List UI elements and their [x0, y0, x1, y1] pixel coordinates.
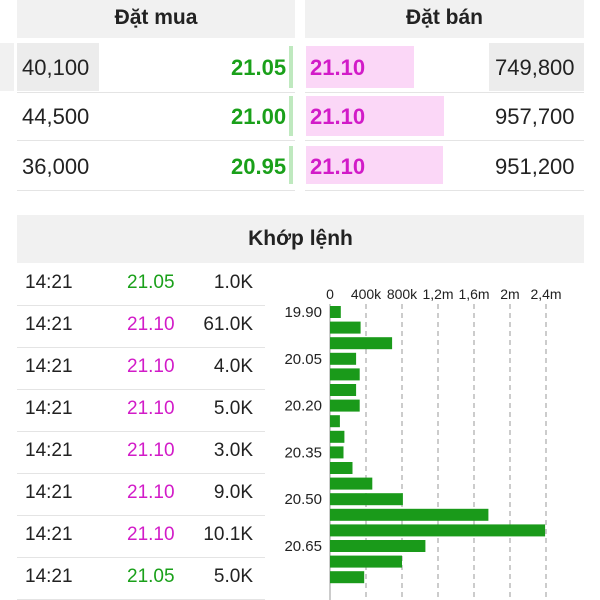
x-tick-label: 2m: [500, 286, 519, 302]
trade-time: 14:21: [25, 482, 73, 503]
trade-time: 14:21: [25, 272, 73, 293]
sell-qty-highlight: [489, 43, 584, 91]
sell-depth-bar: [306, 46, 414, 88]
volume-bar: [330, 540, 426, 552]
buy-qty: 36,000: [22, 154, 90, 179]
trade-price: 21.10: [127, 398, 175, 419]
trade-price: 21.10: [127, 356, 175, 377]
x-tick-label: 1,6m: [458, 286, 489, 302]
trade-volume: 5.0K: [213, 398, 253, 419]
volume-bar: [330, 493, 403, 506]
y-tick-label: 20.20: [284, 398, 322, 415]
sell-price: 21.10: [310, 154, 366, 179]
y-tick-label: 19.90: [284, 304, 322, 321]
buy-price: 20.95: [231, 154, 287, 179]
trade-row: 14:21 21.10 61.0K: [17, 305, 265, 348]
buy-qty-highlight: [17, 43, 99, 91]
sell-price: 21.10: [310, 55, 366, 80]
trade-time: 14:21: [25, 566, 73, 587]
x-tick-label: 1,2m: [422, 286, 453, 302]
trade-price: 21.10: [127, 482, 175, 503]
trade-volume: 1.0K: [213, 272, 253, 293]
volume-bar: [330, 524, 546, 537]
trade-row: 14:21 21.10 4.0K: [17, 347, 265, 390]
side-tab: [0, 43, 14, 91]
volume-bar: [330, 337, 393, 350]
trade-time: 14:21: [25, 524, 73, 545]
volume-bar: [330, 415, 340, 428]
match-title: Khớp lệnh: [248, 227, 353, 250]
trade-row: 14:21 21.05 1.0K: [17, 263, 265, 306]
sell-qty: 951,200: [495, 154, 575, 179]
sell-qty: 957,700: [495, 104, 575, 129]
volume-bar: [330, 555, 402, 568]
y-tick-label: 20.50: [284, 491, 322, 508]
x-tick-label: 0: [326, 286, 334, 302]
sell-qty: 749,800: [495, 55, 575, 80]
trade-row: 14:21 21.10 9.0K: [17, 473, 265, 516]
buy-qty: 44,500: [22, 104, 90, 129]
sell-header: Đặt bán: [305, 0, 584, 38]
trade-time: 14:21: [25, 356, 73, 377]
x-tick-label: 800k: [387, 286, 418, 302]
y-tick-label: 20.65: [284, 538, 322, 555]
volume-bar: [330, 430, 345, 443]
volume-bar: [330, 462, 353, 474]
trade-price: 21.10: [127, 524, 175, 545]
trade-price: 21.05: [127, 566, 175, 587]
volume-bar: [330, 508, 489, 521]
y-tick-label: 20.35: [284, 444, 322, 461]
sell-depth-bar: [306, 146, 443, 184]
buy-depth-bar: [289, 46, 293, 88]
trade-row: 14:21 21.10 10.1K: [17, 515, 265, 558]
volume-bar: [330, 306, 341, 318]
trade-volume: 5.0K: [213, 566, 253, 587]
buy-qty: 40,100: [22, 55, 90, 80]
x-tick-label: 2,4m: [530, 286, 561, 302]
volume-profile-chart: 0 400k 800k 1,2m 1,6m 2m 2,4m 19.90 20.05 20.20 20…: [284, 286, 562, 600]
buy-price: 21.00: [231, 104, 287, 129]
x-tick-label: 400k: [351, 286, 382, 302]
match-header: Khớp lệnh: [17, 215, 584, 263]
y-tick-label: 20.05: [284, 351, 322, 368]
volume-bar: [330, 384, 357, 396]
volume-bar: [330, 446, 344, 459]
trade-row: 14:21 21.10 3.0K: [17, 431, 265, 474]
trade-price: 21.10: [127, 440, 175, 461]
volume-bar: [330, 352, 357, 365]
volume-bar: [330, 399, 360, 412]
trade-time: 14:21: [25, 440, 73, 461]
buy-header: Đặt mua: [17, 0, 295, 38]
sell-header-label: Đặt bán: [405, 6, 483, 29]
buy-header-label: Đặt mua: [114, 6, 198, 29]
volume-bar: [330, 368, 360, 381]
trade-row: 14:21 21.05 5.0K: [17, 557, 265, 600]
trade-volume: 4.0K: [213, 356, 253, 377]
volume-bar: [330, 571, 365, 584]
trade-volume: 10.1K: [203, 524, 253, 545]
volume-bar: [330, 321, 361, 334]
trade-price: 21.10: [127, 314, 175, 335]
trade-time: 14:21: [25, 314, 73, 335]
buy-depth-bar: [289, 96, 293, 136]
buy-price: 21.05: [231, 55, 287, 80]
volume-bar: [330, 477, 373, 490]
trade-price: 21.05: [127, 272, 175, 293]
trade-volume: 3.0K: [213, 440, 253, 461]
buy-depth-bar: [289, 146, 293, 184]
trade-volume: 61.0K: [203, 314, 253, 335]
sell-depth-bar: [306, 96, 444, 136]
trade-volume: 9.0K: [213, 482, 253, 503]
trade-row: 14:21 21.10 5.0K: [17, 389, 265, 432]
trade-time: 14:21: [25, 398, 73, 419]
sell-price: 21.10: [310, 104, 366, 129]
